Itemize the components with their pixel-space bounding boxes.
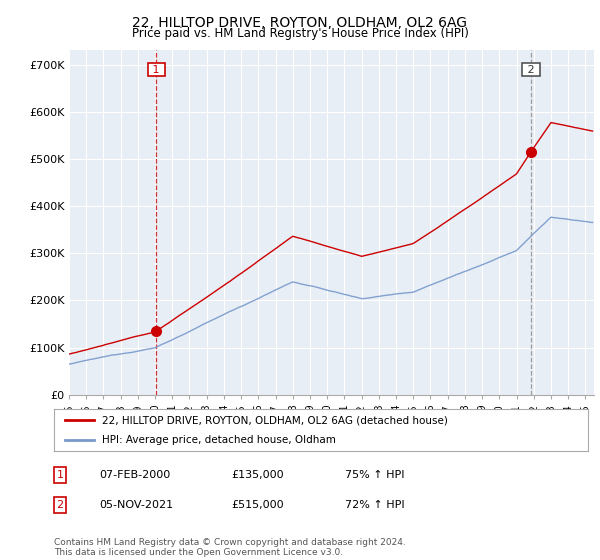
Text: 1: 1 <box>149 64 163 74</box>
Text: 22, HILLTOP DRIVE, ROYTON, OLDHAM, OL2 6AG (detached house): 22, HILLTOP DRIVE, ROYTON, OLDHAM, OL2 6… <box>102 415 448 425</box>
Text: Price paid vs. HM Land Registry's House Price Index (HPI): Price paid vs. HM Land Registry's House … <box>131 27 469 40</box>
Text: 07-FEB-2000: 07-FEB-2000 <box>99 470 170 480</box>
Text: 75% ↑ HPI: 75% ↑ HPI <box>345 470 404 480</box>
Text: 05-NOV-2021: 05-NOV-2021 <box>99 500 173 510</box>
Text: 72% ↑ HPI: 72% ↑ HPI <box>345 500 404 510</box>
Text: 2: 2 <box>56 500 64 510</box>
Text: £515,000: £515,000 <box>231 500 284 510</box>
Text: 1: 1 <box>56 470 64 480</box>
Text: HPI: Average price, detached house, Oldham: HPI: Average price, detached house, Oldh… <box>102 435 336 445</box>
Text: Contains HM Land Registry data © Crown copyright and database right 2024.
This d: Contains HM Land Registry data © Crown c… <box>54 538 406 557</box>
Text: £135,000: £135,000 <box>231 470 284 480</box>
Text: 22, HILLTOP DRIVE, ROYTON, OLDHAM, OL2 6AG: 22, HILLTOP DRIVE, ROYTON, OLDHAM, OL2 6… <box>133 16 467 30</box>
Text: 2: 2 <box>524 64 538 74</box>
